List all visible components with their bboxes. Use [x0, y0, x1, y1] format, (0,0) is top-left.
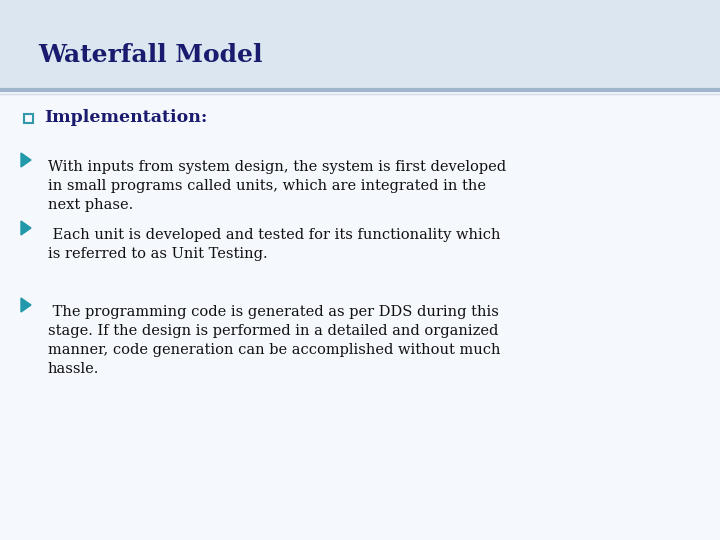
Polygon shape — [21, 221, 31, 235]
FancyBboxPatch shape — [0, 0, 720, 90]
Text: Each unit is developed and tested for its functionality which
is referred to as : Each unit is developed and tested for it… — [48, 228, 500, 261]
Polygon shape — [21, 298, 31, 312]
Text: Waterfall Model: Waterfall Model — [38, 43, 263, 67]
Text: Implementation:: Implementation: — [44, 110, 207, 126]
Text: With inputs from system design, the system is first developed
in small programs : With inputs from system design, the syst… — [48, 160, 506, 212]
Text: The programming code is generated as per DDS during this
stage. If the design is: The programming code is generated as per… — [48, 305, 500, 376]
Polygon shape — [21, 153, 31, 167]
